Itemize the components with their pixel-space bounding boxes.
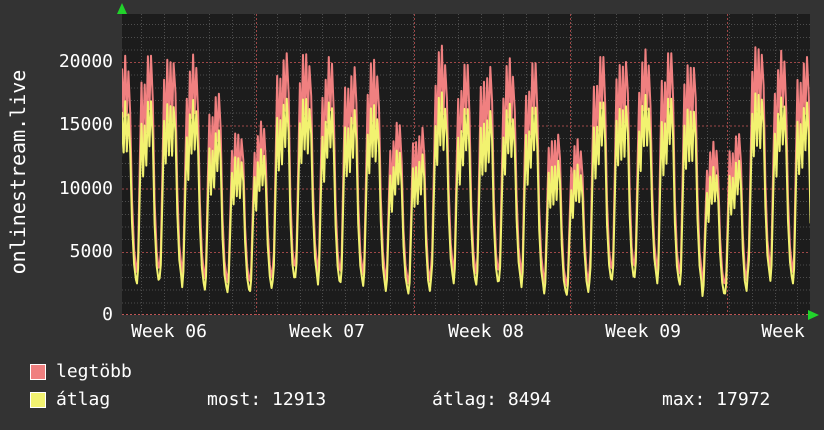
series-line-avg [122,91,810,297]
y-tick-label: 0 [102,304,113,325]
x-tick-label: Week 09 [605,321,681,342]
y-tick-label: 10000 [58,177,113,199]
chart-canvas [122,14,810,315]
x-tick-label: Week [761,321,805,342]
legend-swatch-avg [30,392,46,408]
stat-atlag: átlag: 8494 [432,389,552,410]
stat-max: max: 17972 [662,389,771,410]
y-tick-label: 15000 [58,114,113,136]
y-tick-label: 5000 [69,240,113,262]
stat-most: most: 12913 [207,389,327,410]
plot-area [122,14,810,315]
y-axis-arrow-icon [117,3,127,14]
x-tick-label: Week 06 [131,321,207,342]
x-axis-arrow-icon [808,310,819,320]
series-line-max [122,44,810,287]
x-tick-label: Week 07 [289,321,365,342]
legend-label-max: legtöbb [56,361,132,382]
legend-label-avg: átlag [56,389,111,410]
y-tick-label: 20000 [58,51,113,73]
x-tick-label: Week 08 [448,321,524,342]
legend-swatch-max [30,364,46,380]
